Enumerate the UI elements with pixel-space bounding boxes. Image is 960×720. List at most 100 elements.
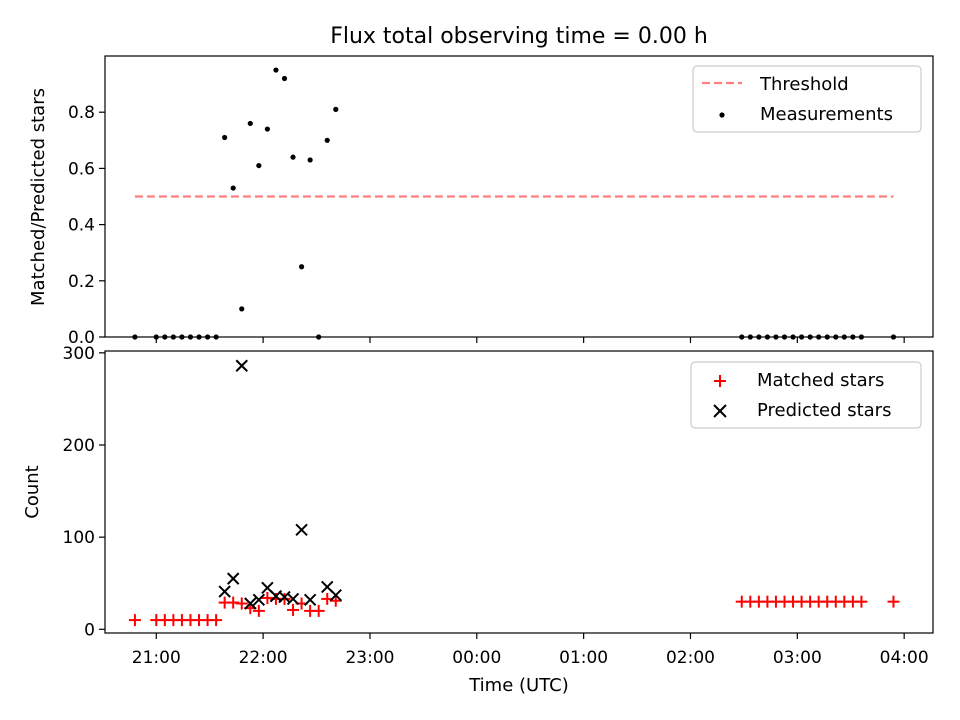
top-legend-box xyxy=(692,65,922,133)
matched-star-point xyxy=(855,595,868,608)
bottom-legend: Matched stars Predicted stars xyxy=(690,361,922,429)
measurement-point xyxy=(798,334,805,340)
measurement-point xyxy=(307,157,313,163)
measurement-point xyxy=(841,334,847,340)
measurement-point xyxy=(153,334,159,340)
measurement-point xyxy=(764,334,771,340)
x-tick-label: 22:00 xyxy=(239,648,288,668)
legend-predicted-label: Predicted stars xyxy=(757,400,891,421)
bottom-plot-area: 0 100 200 300 21:00 22:00 23:00 00:00 01:00 02:00… xyxy=(63,344,934,668)
bottom-y-tick-label: 0 xyxy=(84,620,95,640)
measurement-point xyxy=(132,334,138,340)
top-y-axis-label: Matched/Predicted stars xyxy=(28,88,49,306)
predicted-marker-b xyxy=(235,359,248,372)
measurement-point xyxy=(833,334,839,340)
top-y-tick-label: 0.6 xyxy=(68,159,95,179)
legend-measurements-swatch xyxy=(719,112,725,118)
top-y-tick-label: 0.0 xyxy=(68,328,95,348)
measurement-point xyxy=(281,75,288,82)
x-tick-label: 02:00 xyxy=(666,648,715,668)
x-axis-label: Time (UTC) xyxy=(468,675,569,696)
predicted-star-point xyxy=(303,593,317,607)
measurement-point xyxy=(781,334,788,340)
legend-matched-label: Matched stars xyxy=(757,370,884,391)
measurement-point xyxy=(850,334,856,340)
matched-star-point xyxy=(312,604,325,617)
measurement-point xyxy=(816,334,822,340)
x-tick-label: 04:00 xyxy=(880,648,929,668)
x-tick-label: 23:00 xyxy=(345,648,394,668)
top-plot-frame xyxy=(104,55,934,338)
predicted-marker-b xyxy=(329,589,342,602)
measurement-point xyxy=(824,334,830,340)
top-plot-area: 0.0 0.2 0.4 0.6 0.8 xyxy=(68,55,934,348)
bottom-y-tick-label: 200 xyxy=(63,436,95,456)
x-tick-label: 21:00 xyxy=(132,648,181,668)
predicted-marker-b xyxy=(286,592,300,606)
top-y-tick-label: 0.4 xyxy=(68,216,95,236)
measurement-point xyxy=(179,334,185,340)
measurement-point xyxy=(333,106,339,112)
x-tick-label: 01:00 xyxy=(559,648,608,668)
predicted-star-point xyxy=(252,593,266,607)
top-legend: Threshold Measurements xyxy=(692,65,922,133)
predicted-marker-b xyxy=(244,597,257,610)
measurement-point xyxy=(264,126,270,132)
top-chart-title: Flux total observing time = 0.00 h xyxy=(330,24,708,49)
top-y-tick-label: 0.2 xyxy=(68,272,95,292)
legend-threshold-label: Threshold xyxy=(759,74,849,95)
bottom-legend-box xyxy=(690,361,922,429)
bottom-y-axis-label: Count xyxy=(22,465,43,518)
predicted-marker-b xyxy=(252,593,266,607)
matched-star-point xyxy=(887,595,900,608)
measurement-point xyxy=(324,137,330,143)
measurement-point xyxy=(204,334,211,340)
measurement-point xyxy=(790,334,796,340)
predicted-star-point xyxy=(329,589,342,602)
predicted-star-point xyxy=(244,597,257,610)
measurement-point xyxy=(290,154,296,160)
measurement-point xyxy=(247,120,253,127)
matched-star-point xyxy=(128,614,141,627)
measurement-point xyxy=(739,334,745,340)
matched-star-point xyxy=(329,594,342,607)
measurement-point xyxy=(187,334,194,340)
measurement-point xyxy=(170,334,176,340)
matched-star-point xyxy=(278,592,291,605)
measurement-point xyxy=(747,334,753,340)
matched-star-point xyxy=(252,604,265,617)
matched-star-point xyxy=(210,614,223,627)
measurement-point xyxy=(213,334,219,340)
bottom-plot-frame xyxy=(104,350,934,634)
measurement-point xyxy=(756,334,762,340)
measurement-point xyxy=(273,67,279,73)
measurement-point xyxy=(162,334,168,340)
predicted-star-point xyxy=(226,572,240,585)
measurement-point xyxy=(196,334,202,340)
predicted-star-point xyxy=(286,592,300,606)
measurement-point xyxy=(230,185,236,191)
measurement-point xyxy=(256,162,262,169)
measurement-point xyxy=(222,134,228,141)
legend-matched-swatch xyxy=(714,375,726,387)
predicted-star-point xyxy=(218,585,231,598)
measurement-point xyxy=(316,334,322,340)
measurement-point xyxy=(773,334,779,340)
matched-star-point xyxy=(287,603,300,616)
x-tick-label: 00:00 xyxy=(452,648,501,668)
bottom-y-tick-label: 100 xyxy=(63,528,95,548)
predicted-marker-b xyxy=(226,572,240,585)
predicted-marker-b xyxy=(218,585,231,598)
legend-measurements-label: Measurements xyxy=(760,104,893,125)
measurement-point xyxy=(239,306,245,312)
predicted-star-point xyxy=(295,523,308,536)
measurement-point xyxy=(807,334,813,340)
predicted-star-point xyxy=(235,359,248,372)
legend-predicted-swatch xyxy=(713,404,727,418)
predicted-marker-b xyxy=(295,523,308,536)
x-tick-label: 03:00 xyxy=(773,648,822,668)
measurement-point xyxy=(890,334,897,340)
measurement-point xyxy=(298,264,305,270)
bottom-y-tick-label: 300 xyxy=(63,344,95,364)
